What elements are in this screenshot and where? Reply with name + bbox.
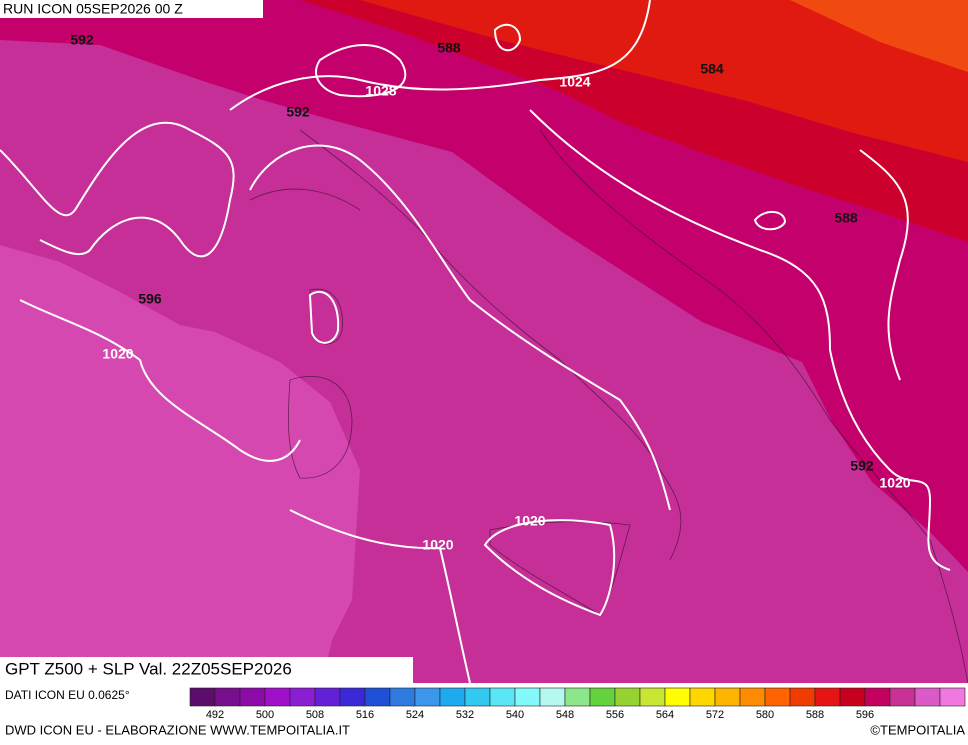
contour-label: 1024 — [559, 74, 590, 90]
colorbar-label: 492 — [206, 709, 224, 721]
colorbar-label: 596 — [856, 709, 874, 721]
colorbar-label: 548 — [556, 709, 574, 721]
header-box — [0, 0, 263, 18]
band-584 — [360, 0, 968, 162]
isobar — [493, 23, 522, 52]
colorbar: 492 500 508 516 524 532 540 548 556 564 572 580 588 5… — [189, 687, 966, 721]
colorbar-swatch — [839, 687, 866, 707]
run-title: RUN ICON 05SEP2026 00 Z — [3, 1, 183, 17]
contour-label: 596 — [138, 291, 162, 307]
colorbar-swatch — [564, 687, 591, 707]
colorbar-swatch — [189, 687, 216, 707]
contour-label: 584 — [700, 61, 724, 77]
colorbar-label: 580 — [756, 709, 774, 721]
source-text: DATI ICON EU 0.0625° — [5, 688, 130, 702]
colorbar-swatch — [214, 687, 241, 707]
colorbar-label: 508 — [306, 709, 324, 721]
colorbar-swatch — [314, 687, 341, 707]
colorbar-label: 524 — [406, 709, 424, 721]
isobar — [289, 509, 471, 684]
contour-label: 592 — [70, 32, 94, 48]
isobar — [483, 519, 616, 617]
isobar — [249, 144, 671, 511]
colorbar-swatch — [464, 687, 491, 707]
colorbar-swatch — [689, 687, 716, 707]
colorbar-swatch — [739, 687, 766, 707]
contour-label: 1020 — [879, 475, 910, 491]
colorbar-label: 500 — [256, 709, 274, 721]
colorbar-swatch — [389, 687, 416, 707]
contour-label: 592 — [286, 104, 310, 120]
colorbar-swatch — [489, 687, 516, 707]
colorbar-swatch — [664, 687, 691, 707]
contour-label: 592 — [850, 458, 874, 474]
colorbar-swatch — [764, 687, 791, 707]
band-596-light — [0, 245, 360, 683]
colorbar-swatch — [264, 687, 291, 707]
band-580 — [790, 0, 968, 72]
colorbar-label: 516 — [356, 709, 374, 721]
colorbar-swatch — [439, 687, 466, 707]
isobar — [529, 109, 951, 571]
contour-label: 588 — [834, 210, 858, 226]
isobar — [315, 44, 407, 98]
contour-label: 1020 — [102, 346, 133, 362]
colorbar-swatch — [364, 687, 391, 707]
colorbar-label: 540 — [506, 709, 524, 721]
colorbar-swatch — [814, 687, 841, 707]
product-title: GPT Z500 + SLP Val. 22Z05SEP2026 — [5, 659, 292, 678]
isobar — [0, 121, 235, 258]
coastline — [249, 129, 968, 684]
colorbar-swatch — [889, 687, 916, 707]
colorbar-label: 564 — [656, 709, 674, 721]
isobar — [19, 299, 301, 462]
colorbar-swatch — [539, 687, 566, 707]
product-box — [0, 657, 413, 683]
isobar — [753, 211, 787, 231]
colorbar-swatch — [289, 687, 316, 707]
colorbar-swatch — [339, 687, 366, 707]
colorbar-swatch — [939, 687, 966, 707]
contour-label: 588 — [437, 40, 461, 56]
isobar — [229, 0, 651, 111]
colorbar-swatch — [789, 687, 816, 707]
colorbar-label: 572 — [706, 709, 724, 721]
colorbar-label: 532 — [456, 709, 474, 721]
isobar — [308, 290, 340, 344]
colorbar-swatch — [639, 687, 666, 707]
contour-label: 1020 — [422, 537, 453, 553]
colorbar-swatch — [914, 687, 941, 707]
contour-label: 1020 — [514, 513, 545, 529]
colorbar-swatch — [414, 687, 441, 707]
colorbar-swatch — [239, 687, 266, 707]
colorbar-label: 556 — [606, 709, 624, 721]
colorbar-swatch — [514, 687, 541, 707]
colorbar-swatch — [864, 687, 891, 707]
contour-labels: 592 588 1028 1024 584 592 588 596 1020 592 1020 102… — [70, 32, 910, 553]
copyright-text: ©TEMPOITALIA — [870, 722, 965, 737]
colorbar-label: 588 — [806, 709, 824, 721]
contour-label: 1028 — [365, 83, 396, 99]
colorbar-swatch — [614, 687, 641, 707]
isobar — [859, 149, 909, 381]
colorbar-swatch — [589, 687, 616, 707]
colorbar-swatch — [714, 687, 741, 707]
credit-text: DWD ICON EU - ELABORAZIONE WWW.TEMPOITAL… — [5, 722, 350, 737]
